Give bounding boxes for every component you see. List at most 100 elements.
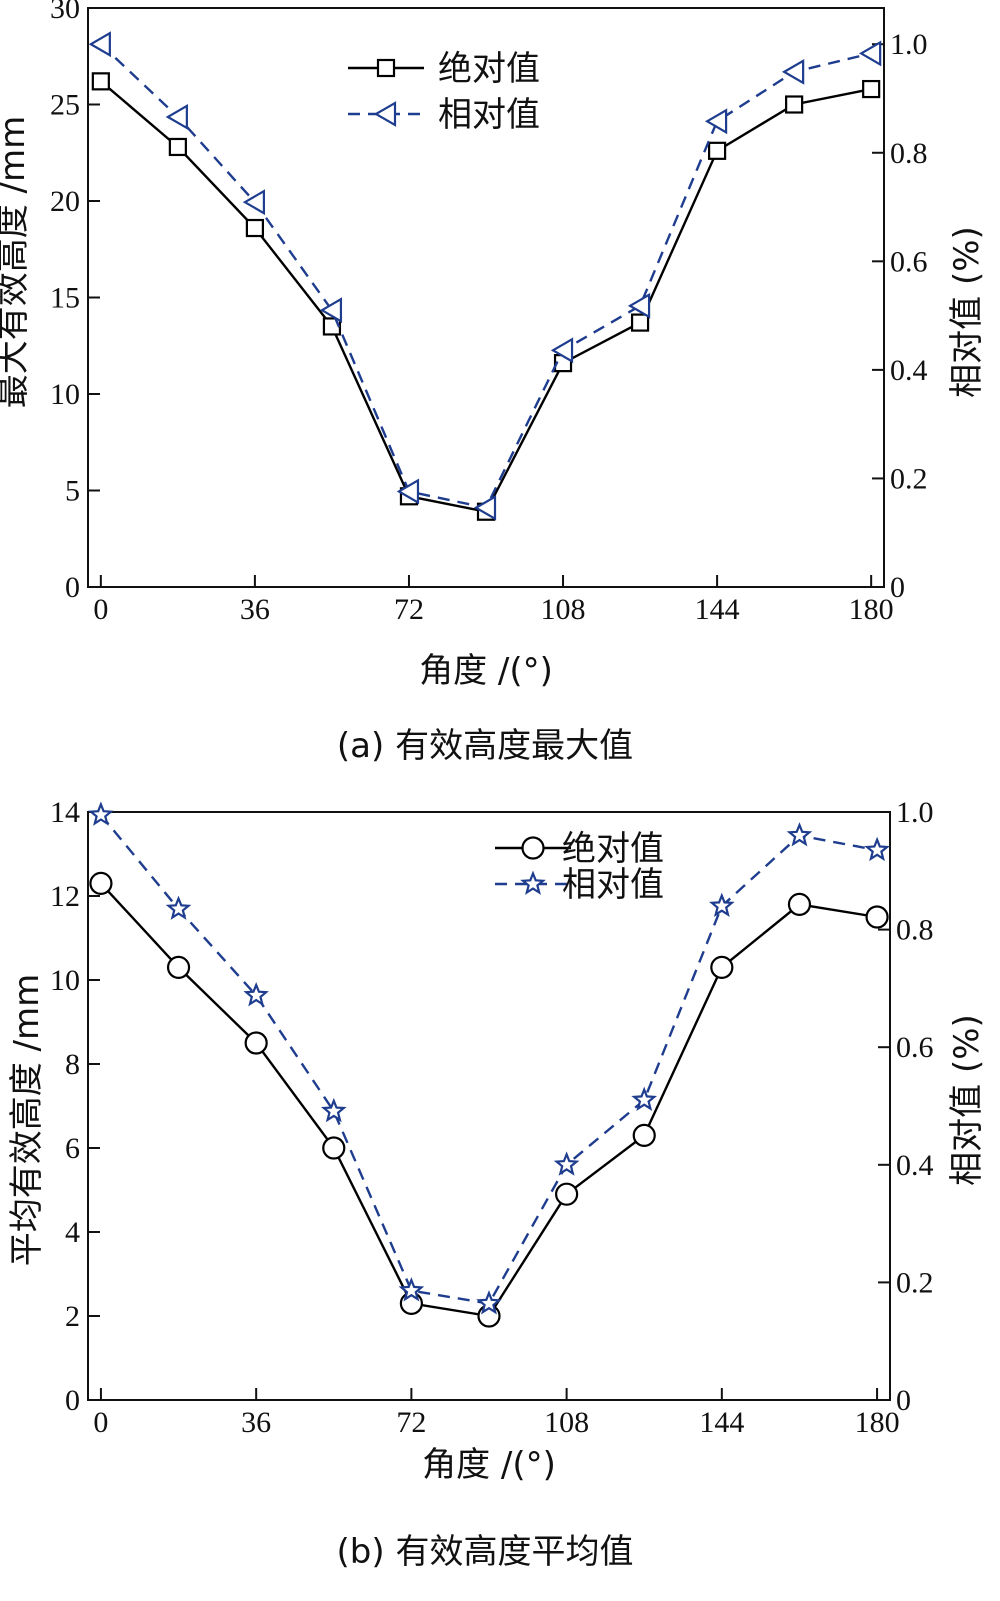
x-axis-label: 角度 /(°) xyxy=(419,651,553,691)
x-tick-label: 72 xyxy=(396,1406,426,1439)
x-tick-label: 72 xyxy=(394,593,424,626)
y-tick-label: 6 xyxy=(65,1132,80,1165)
data-point-absolute xyxy=(244,1031,268,1055)
legend-marker xyxy=(376,58,396,78)
data-point-relative xyxy=(631,1086,658,1112)
series-line-absolute xyxy=(100,882,878,1318)
data-point-relative xyxy=(165,104,188,130)
legend-label: 相对值 xyxy=(562,865,664,905)
y-right-tick-label: 1.0 xyxy=(890,28,928,61)
legend-marker xyxy=(373,101,397,127)
x-tick-label: 108 xyxy=(541,593,586,626)
y-axis-label: 平均有效高度 /mm xyxy=(7,974,47,1267)
y-tick-label: 4 xyxy=(65,1216,80,1249)
y-tick-label: 14 xyxy=(50,796,80,829)
data-point-relative xyxy=(550,337,574,364)
data-point-relative xyxy=(242,189,266,216)
series-line-relative xyxy=(99,814,878,1305)
figure-caption: (a) 有效高度最大值 xyxy=(337,726,633,766)
data-point-absolute xyxy=(787,892,812,917)
y-right-axis-label: 相对值 (%) xyxy=(947,1014,987,1186)
y-right-axis-label: 相对值 (%) xyxy=(947,226,987,398)
y-right-tick-label: 1.0 xyxy=(896,796,934,829)
y-right-tick-label: 0.6 xyxy=(890,245,928,278)
chart-a: 0 36 72 108 144 18005101520253000.20.40.60.81… xyxy=(0,0,987,766)
data-point-relative xyxy=(864,836,890,862)
chart-b: 0 36 72 108 144 1800246810121400.20.40.60.81.… xyxy=(7,796,987,1572)
legend-label: 相对值 xyxy=(438,95,540,135)
y-right-tick-label: 0.8 xyxy=(896,914,934,947)
y-tick-label: 12 xyxy=(50,880,80,913)
data-point-relative xyxy=(88,801,114,826)
data-point-absolute xyxy=(630,313,650,332)
y-tick-label: 5 xyxy=(65,475,80,508)
y-tick-label: 30 xyxy=(50,0,80,25)
y-right-tick-label: 0.4 xyxy=(890,354,928,387)
data-point-relative xyxy=(709,892,735,918)
data-point-relative xyxy=(858,40,882,67)
data-point-relative xyxy=(165,895,192,920)
legend-label: 绝对值 xyxy=(562,829,664,869)
data-point-relative xyxy=(88,31,111,58)
data-point-absolute xyxy=(168,137,187,157)
x-tick-label: 180 xyxy=(849,593,894,626)
legend-label: 绝对值 xyxy=(438,49,540,89)
data-point-absolute xyxy=(865,905,889,929)
x-tick-label: 36 xyxy=(240,593,270,626)
data-point-absolute xyxy=(862,79,881,99)
data-point-relative xyxy=(627,292,651,319)
data-point-relative xyxy=(473,494,497,521)
data-point-relative xyxy=(786,822,813,847)
y-tick-label: 0 xyxy=(65,1384,80,1417)
legend-marker xyxy=(521,836,545,860)
y-tick-label: 8 xyxy=(65,1048,80,1081)
x-tick-label: 36 xyxy=(241,1406,271,1439)
data-point-absolute xyxy=(632,1123,656,1148)
data-point-relative xyxy=(396,478,420,505)
data-point-relative xyxy=(476,1290,502,1315)
x-tick-label: 0 xyxy=(93,593,108,626)
plot-frame xyxy=(87,811,891,1401)
y-right-tick-label: 0.6 xyxy=(896,1031,934,1064)
data-point-absolute xyxy=(785,95,804,114)
y-tick-label: 0 xyxy=(65,571,80,604)
x-tick-label: 108 xyxy=(544,1406,589,1439)
x-axis-label: 角度 /(°) xyxy=(422,1445,556,1485)
y-tick-label: 10 xyxy=(50,964,80,997)
data-point-relative xyxy=(398,1277,425,1302)
y-axis-label: 最大有效高度 /mm xyxy=(0,116,33,409)
x-tick-label: 0 xyxy=(93,1406,108,1439)
data-point-relative xyxy=(781,58,805,85)
y-right-tick-label: 0.2 xyxy=(896,1266,934,1299)
x-tick-label: 180 xyxy=(855,1406,900,1439)
y-tick-label: 15 xyxy=(50,282,80,315)
data-point-absolute xyxy=(91,72,110,91)
data-point-absolute xyxy=(245,218,265,238)
data-point-relative xyxy=(320,1097,347,1123)
y-tick-label: 20 xyxy=(50,185,80,218)
data-point-absolute xyxy=(710,955,734,980)
x-tick-label: 144 xyxy=(699,1406,744,1439)
data-point-relative xyxy=(319,297,343,324)
data-point-absolute xyxy=(166,955,191,980)
data-point-absolute xyxy=(707,141,727,160)
y-tick-label: 2 xyxy=(65,1300,80,1333)
y-right-tick-label: 0 xyxy=(896,1384,911,1417)
legend-marker xyxy=(520,870,546,895)
data-point-absolute xyxy=(322,1136,346,1160)
data-point-relative xyxy=(704,108,728,135)
data-point-relative xyxy=(553,1151,580,1176)
y-tick-label: 10 xyxy=(50,378,80,411)
y-tick-label: 25 xyxy=(50,89,80,122)
data-point-absolute xyxy=(89,871,113,896)
figure-caption: (b) 有效高度平均值 xyxy=(337,1532,634,1572)
data-point-absolute xyxy=(555,1182,579,1206)
y-right-tick-label: 0.8 xyxy=(890,137,928,170)
series-line-absolute xyxy=(100,80,872,514)
data-point-relative xyxy=(243,982,269,1007)
y-right-tick-label: 0.2 xyxy=(890,462,928,495)
y-right-tick-label: 0.4 xyxy=(896,1149,934,1182)
y-right-tick-label: 0 xyxy=(890,571,905,604)
x-tick-label: 144 xyxy=(695,593,740,626)
